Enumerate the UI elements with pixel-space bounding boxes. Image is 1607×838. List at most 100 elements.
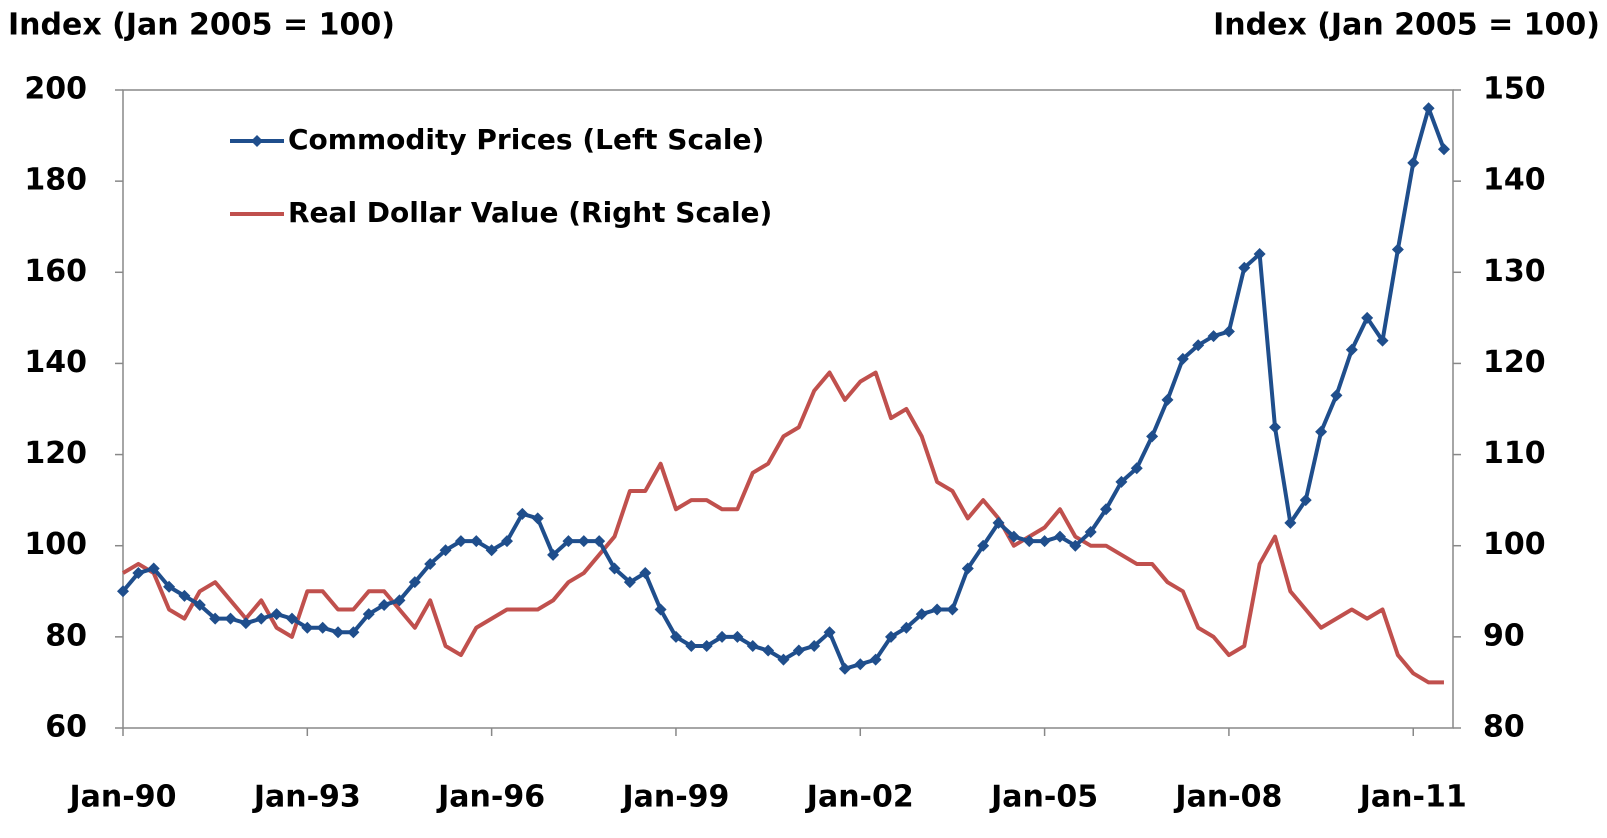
point-marker: [1269, 421, 1281, 434]
x-tick-label: Jan-02: [805, 780, 914, 815]
y-tick-label: 60: [45, 710, 87, 745]
point-marker: [823, 626, 836, 639]
point-marker: [239, 617, 252, 630]
y-tick-label: 80: [45, 618, 87, 653]
legend-label: Real Dollar Value (Right Scale): [288, 196, 772, 229]
point-marker: [869, 653, 882, 666]
series-line: [121, 106, 1446, 671]
point-marker: [1222, 325, 1235, 338]
point-marker: [1161, 393, 1174, 406]
point-marker: [762, 644, 775, 657]
point-marker: [332, 626, 345, 639]
point-marker: [393, 594, 406, 607]
point-marker: [255, 612, 268, 625]
y2-tick-label: 140: [1483, 163, 1546, 198]
point-marker: [209, 612, 222, 625]
point-marker: [731, 630, 744, 643]
point-marker: [224, 612, 237, 625]
x-tick-label: Jan-08: [1173, 780, 1282, 815]
point-marker: [316, 621, 329, 634]
point-marker: [1023, 535, 1036, 548]
y2-tick-label: 120: [1483, 345, 1546, 380]
y-tick-label: 140: [24, 345, 87, 380]
point-marker: [516, 507, 529, 520]
point-marker: [454, 535, 467, 548]
x-tick-label: Jan-05: [989, 780, 1098, 815]
point-marker: [1376, 334, 1389, 347]
point-marker: [1192, 339, 1205, 352]
y-tick-label: 160: [24, 254, 87, 289]
point-marker: [531, 512, 544, 525]
point-marker: [669, 630, 682, 643]
y2-tick-label: 80: [1483, 710, 1525, 745]
point-marker: [746, 639, 759, 652]
point-marker: [885, 630, 897, 643]
point-marker: [285, 612, 298, 625]
point-marker: [854, 658, 867, 671]
x-tick-label: Jan-99: [620, 780, 729, 815]
point-marker: [639, 567, 652, 580]
y-tick-label: 180: [24, 163, 87, 198]
point-marker: [1176, 352, 1189, 365]
point-marker: [301, 621, 314, 634]
point-marker: [685, 639, 698, 652]
point-marker: [716, 630, 729, 643]
point-marker: [1284, 516, 1297, 529]
point-marker: [1299, 494, 1312, 507]
point-marker: [117, 585, 129, 598]
point-marker: [1084, 526, 1097, 539]
y-axis-title: Index (Jan 2005 = 100): [8, 8, 395, 43]
point-marker: [961, 562, 974, 575]
point-marker: [593, 535, 606, 548]
point-marker: [501, 535, 513, 548]
point-marker: [577, 535, 590, 548]
x-tick-label: Jan-90: [68, 780, 177, 815]
point-marker: [931, 603, 944, 616]
y-tick-label: 120: [24, 436, 87, 471]
point-marker: [623, 576, 636, 589]
point-marker: [608, 562, 621, 575]
x-tick-label: Jan-96: [436, 780, 545, 815]
point-marker: [1038, 535, 1051, 548]
point-marker: [792, 644, 805, 657]
point-marker: [424, 557, 437, 570]
point-marker: [1361, 311, 1374, 324]
point-marker: [408, 576, 421, 589]
point-marker: [1207, 330, 1220, 343]
plot-frame: [122, 89, 1454, 729]
point-marker: [808, 639, 821, 652]
legend-marker: [251, 135, 263, 147]
point-marker: [915, 608, 928, 621]
point-marker: [1053, 530, 1066, 543]
y-tick-label: 200: [24, 72, 87, 107]
point-marker: [1407, 156, 1420, 169]
point-marker: [1100, 503, 1113, 516]
point-marker: [1007, 530, 1020, 543]
point-marker: [178, 589, 191, 602]
point-marker: [163, 580, 176, 593]
point-marker: [700, 639, 713, 652]
point-marker: [132, 567, 145, 580]
point-marker: [654, 603, 667, 616]
point-marker: [439, 544, 452, 557]
point-marker: [1069, 539, 1082, 552]
point-marker: [1345, 343, 1358, 356]
point-marker: [1422, 102, 1435, 115]
point-marker: [1130, 462, 1143, 475]
y2-tick-label: 100: [1483, 527, 1546, 562]
point-marker: [838, 662, 851, 675]
x-tick-label: Jan-93: [252, 780, 361, 815]
point-marker: [1115, 475, 1128, 488]
point-marker: [193, 598, 206, 611]
point-marker: [347, 626, 360, 639]
point-marker: [1391, 243, 1404, 256]
y2-axis-title: Index (Jan 2005 = 100): [1213, 8, 1600, 43]
point-marker: [1253, 248, 1266, 261]
series-line: [121, 370, 1444, 685]
point-marker: [270, 608, 283, 621]
point-marker: [1238, 261, 1251, 274]
point-marker: [470, 535, 483, 548]
point-marker: [485, 544, 498, 557]
point-marker: [900, 621, 913, 634]
